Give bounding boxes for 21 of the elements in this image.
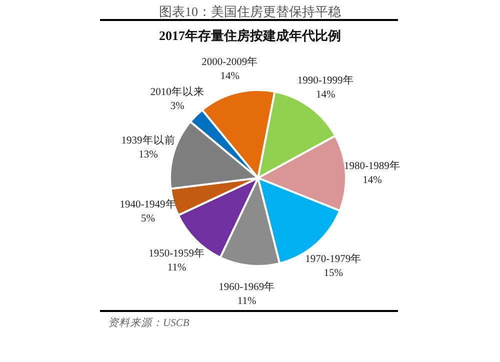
data-label: 14% [362,175,382,186]
data-label: 14% [220,71,240,82]
data-label: 13% [138,150,158,161]
data-label: 11% [167,262,187,274]
slice-label: 1950-1959年 [148,248,206,260]
data-label: 5% [141,214,156,225]
slice-label: 1970-1979年 [305,253,362,266]
data-label: 3% [170,100,185,112]
slice-label: 2010年以来 [150,84,204,98]
slice-label: 1980-1989年 [344,160,400,172]
slice-label: 1940-1949年 [120,198,176,211]
slice-label: 2000-2009年 [202,56,258,68]
data-label: 11% [237,296,257,307]
chart-title: 图表10：美国住房更替保持平稳 [159,4,341,19]
slice-label: 1990-1999年 [297,74,354,87]
data-label: 14% [316,90,336,101]
slice-label: 1939年以前 [121,134,176,147]
slice-label: 1960-1969年 [218,280,276,293]
chart-subtitle: 2017年存量住房按建成年代比例 [159,28,341,43]
data-label: 15% [324,268,344,280]
text: 资料来源：USCB [108,317,190,329]
